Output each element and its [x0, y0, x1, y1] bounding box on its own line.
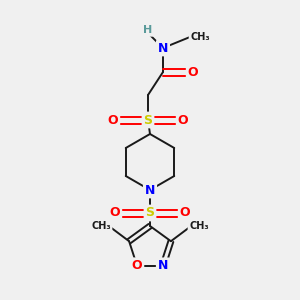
Text: O: O [110, 206, 120, 220]
Text: S: S [143, 113, 152, 127]
Text: CH₃: CH₃ [189, 221, 209, 231]
Text: N: N [158, 259, 168, 272]
Text: H: H [143, 25, 153, 35]
Text: S: S [146, 206, 154, 220]
Text: N: N [145, 184, 155, 196]
Text: O: O [108, 113, 118, 127]
Text: N: N [158, 41, 168, 55]
Text: O: O [178, 113, 188, 127]
Text: CH₃: CH₃ [91, 221, 111, 231]
Text: O: O [132, 259, 142, 272]
Text: O: O [188, 65, 198, 79]
Text: O: O [180, 206, 190, 220]
Text: CH₃: CH₃ [190, 32, 210, 42]
